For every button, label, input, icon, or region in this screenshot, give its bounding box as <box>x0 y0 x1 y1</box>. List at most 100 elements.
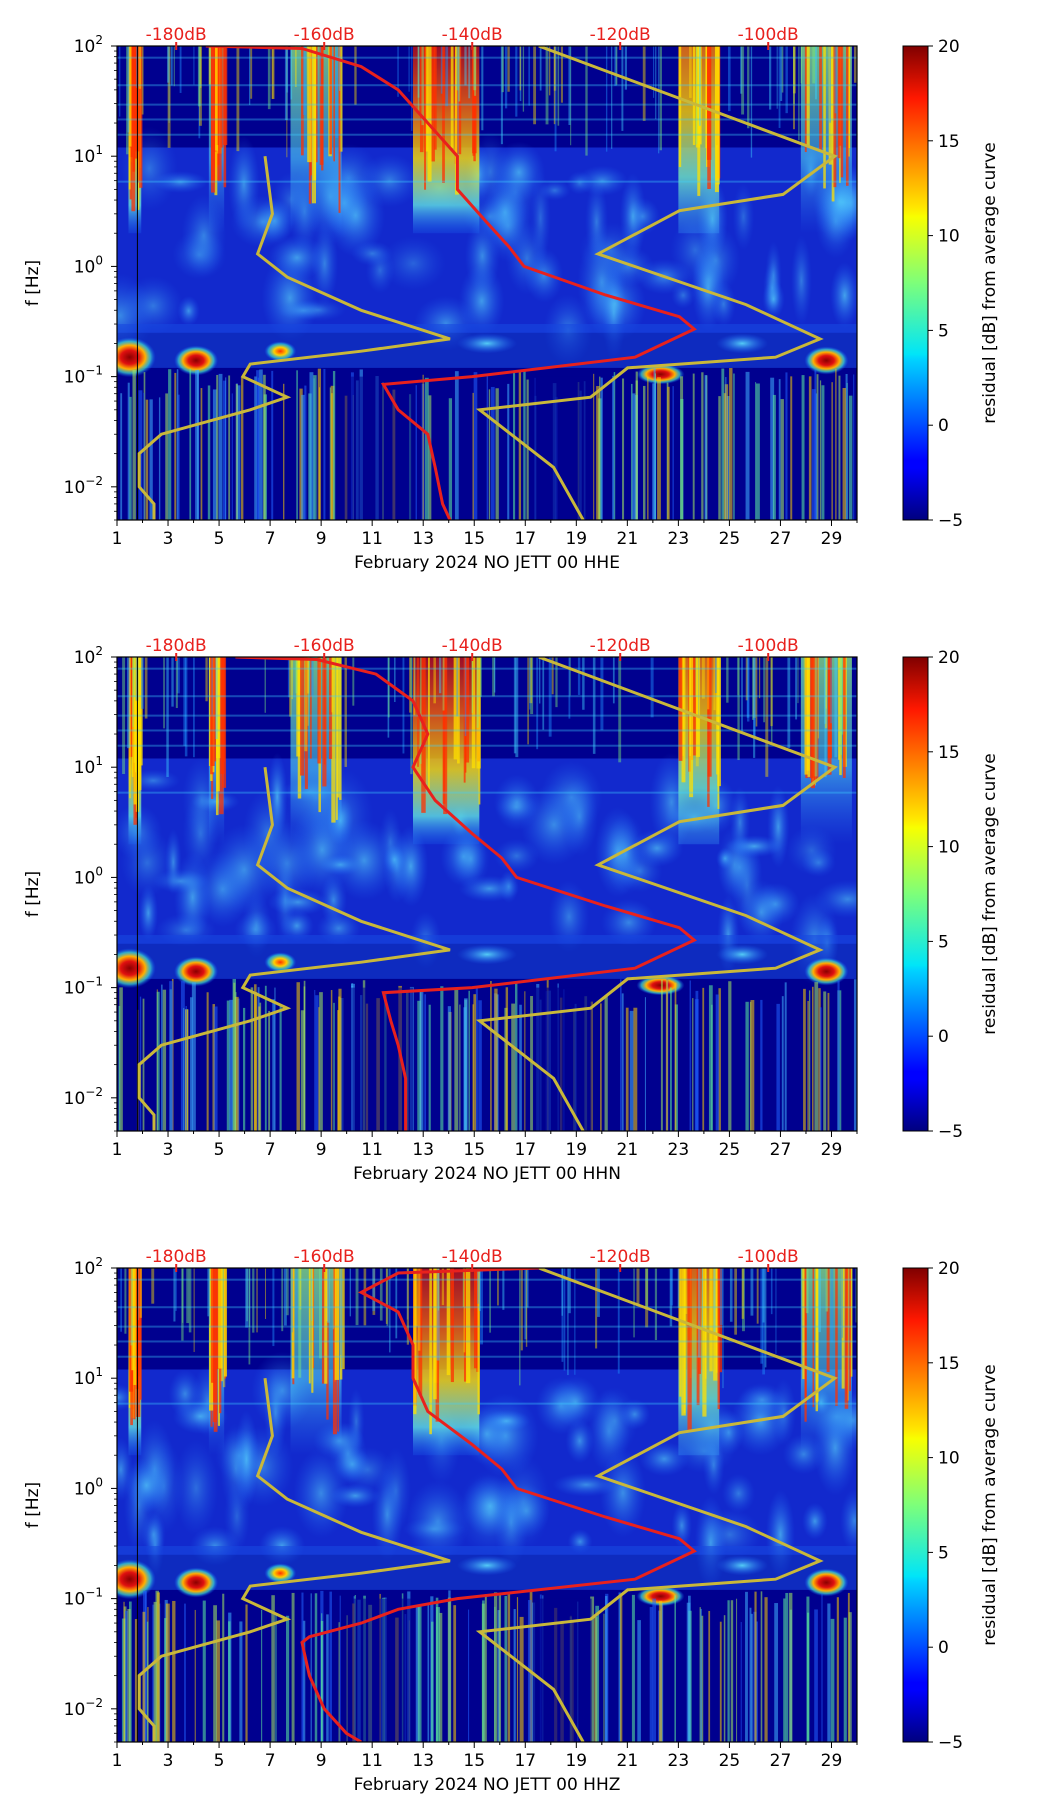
heatmap-streak <box>812 986 814 1131</box>
x-axis-label: February 2024 NO JETT 00 HHN <box>353 1164 621 1184</box>
top-db-label: -160dB <box>294 636 355 656</box>
heatmap-streak <box>193 657 195 758</box>
heatmap-streak <box>173 1268 176 1322</box>
x-tick-label: 7 <box>265 1140 276 1160</box>
heatmap-patch <box>730 837 764 934</box>
colorbar-tick-label: 5 <box>938 321 949 341</box>
heatmap-streak <box>271 1595 275 1742</box>
heatmap-streak <box>464 657 467 737</box>
heatmap-streak <box>842 657 846 778</box>
heatmap-streak <box>723 1615 726 1742</box>
heatmap-streak <box>826 1268 830 1372</box>
x-tick-label: 27 <box>770 529 792 549</box>
colorbar: 20 15 10 5 0 −5 residual [dB] from average cur… <box>902 648 1000 1142</box>
heatmap-streak <box>334 1268 340 1380</box>
x-tick-label: 15 <box>463 529 485 549</box>
heatmap-streak <box>310 657 312 759</box>
heatmap-streak <box>519 46 522 102</box>
heatmap-streak <box>228 375 231 520</box>
heatmap-streak <box>645 1268 648 1309</box>
heatmap-streak <box>283 383 285 520</box>
heatmap-streak <box>788 1592 793 1742</box>
colorbar-tick-label: 10 <box>938 838 960 858</box>
heatmap-blob <box>174 956 219 987</box>
heatmap-streak <box>719 1268 723 1325</box>
heatmap-streak <box>134 1619 138 1742</box>
x-axis-label: February 2024 NO JETT 00 HHZ <box>354 1775 621 1795</box>
y-tick-label: 10−1 <box>64 364 103 388</box>
heatmap-streak <box>737 657 739 696</box>
heatmap-streak <box>718 1268 723 1373</box>
heatmap-line <box>117 56 857 59</box>
heatmap-streak <box>821 1593 823 1742</box>
heatmap-patch <box>725 835 784 858</box>
heatmap-streak <box>618 1592 622 1742</box>
heatmap-streak <box>513 1609 516 1742</box>
heatmap-streak <box>436 1607 441 1742</box>
heatmap-streak <box>714 657 717 694</box>
heatmap-streak <box>311 1268 314 1393</box>
heatmap-blob <box>804 1568 849 1597</box>
model-curve-high <box>475 46 838 520</box>
average-curve <box>300 1268 697 1742</box>
heatmap-streak <box>129 46 132 147</box>
heatmap-streak <box>692 998 694 1131</box>
heatmap-streak <box>285 1615 290 1742</box>
colorbar-tick-label: 20 <box>938 1259 960 1279</box>
heatmap-streak <box>834 46 838 114</box>
heatmap-streak <box>745 371 750 520</box>
heatmap-streak <box>815 1268 819 1402</box>
heatmap-streak <box>750 1000 755 1131</box>
heatmap-streak <box>457 46 461 102</box>
heatmap-streak <box>853 374 855 520</box>
y-tick-exponent: 2 <box>95 33 103 47</box>
heatmap-streak <box>681 1268 686 1416</box>
heatmap-streak <box>463 657 466 783</box>
heatmap-streak <box>256 1268 258 1333</box>
x-tick-label: 17 <box>514 529 536 549</box>
heatmap-streak <box>496 994 499 1131</box>
heatmap-streak <box>142 998 145 1131</box>
heatmap-streak <box>760 1268 763 1364</box>
x-tick-label: 13 <box>412 1140 434 1160</box>
heatmap-streak <box>319 46 324 165</box>
heatmap-streak <box>419 46 424 153</box>
heatmap-streak <box>770 377 775 520</box>
x-tick-label: 25 <box>719 1751 741 1771</box>
y-tick-exponent: −2 <box>85 1085 103 1099</box>
heatmap-patch <box>830 262 857 329</box>
heatmap-streak <box>218 373 223 520</box>
heatmap-streak <box>314 1593 318 1742</box>
heatmap-streak <box>173 46 175 87</box>
heatmap-streak <box>129 657 133 757</box>
heatmap-streak <box>363 1268 367 1326</box>
model-curve-low <box>137 767 451 1131</box>
y-tick-label: 100 <box>74 1475 103 1499</box>
heatmap-streak <box>172 1600 176 1742</box>
heatmap-streak <box>511 1003 516 1131</box>
heatmap-streak <box>304 657 308 752</box>
heatmap-streak <box>372 1268 376 1312</box>
heatmap-streak <box>420 657 422 764</box>
heatmap-streak <box>324 1268 328 1384</box>
y-tick-base: 10 <box>74 758 96 778</box>
heatmap-streak <box>837 980 840 1131</box>
heatmap-streak <box>781 46 784 93</box>
colorbar-label: residual [dB] from average curve <box>980 753 1000 1034</box>
heatmap-streak <box>811 389 816 520</box>
heatmap-streak <box>138 46 143 188</box>
heatmap-streak <box>457 46 459 159</box>
heatmap-streak <box>827 1603 831 1742</box>
heatmap-patch <box>592 1386 638 1455</box>
heatmap-streak <box>625 1007 629 1131</box>
heatmap-streak <box>742 1268 745 1332</box>
heatmap-streak <box>604 996 608 1131</box>
heatmap-streak <box>441 1268 445 1306</box>
heatmap-streak <box>699 1607 701 1742</box>
heatmap-streak <box>175 1268 177 1311</box>
heatmap-streak <box>755 383 760 520</box>
heatmap-streak <box>599 376 601 520</box>
heatmap-streak <box>539 657 541 704</box>
heatmap-streak <box>331 657 334 713</box>
heatmap-streak <box>816 374 819 520</box>
